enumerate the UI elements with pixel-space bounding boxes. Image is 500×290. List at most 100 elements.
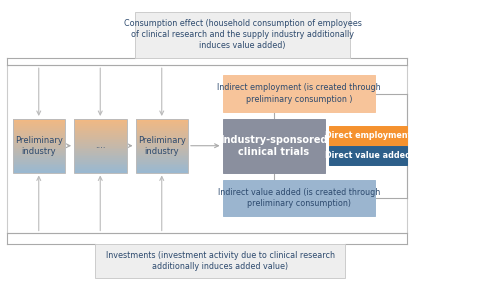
Bar (136, 146, 188, 148)
Bar (74, 130, 126, 131)
Bar (74, 122, 126, 124)
Bar (136, 148, 188, 149)
FancyBboxPatch shape (95, 244, 345, 278)
Bar (74, 144, 126, 146)
FancyBboxPatch shape (222, 75, 375, 112)
Bar (74, 164, 126, 165)
Bar (136, 151, 188, 153)
Bar (74, 156, 126, 158)
Bar (12, 135, 65, 137)
Bar (12, 153, 65, 155)
Bar (12, 171, 65, 173)
Bar (136, 122, 188, 124)
Text: Indirect value added (is created through
preliminary consumption): Indirect value added (is created through… (218, 188, 380, 208)
Bar (74, 162, 126, 164)
Bar (12, 130, 65, 131)
Bar (12, 122, 65, 124)
Bar (74, 137, 126, 139)
Bar (136, 121, 188, 122)
Text: Industry-sponsored
clinical trials: Industry-sponsored clinical trials (220, 135, 328, 157)
Bar (136, 128, 188, 130)
Bar (136, 169, 188, 171)
Bar (12, 133, 65, 135)
Bar (74, 149, 126, 151)
Bar (74, 135, 126, 137)
Bar (74, 153, 126, 155)
Bar (12, 142, 65, 144)
Bar (136, 124, 188, 126)
Bar (136, 126, 188, 128)
Text: Preliminary
industry: Preliminary industry (138, 136, 186, 156)
Bar (74, 142, 126, 144)
Bar (12, 119, 65, 121)
Bar (74, 146, 126, 148)
Bar (74, 167, 126, 169)
Text: Direct value added: Direct value added (325, 151, 410, 160)
Bar (12, 124, 65, 126)
Bar (136, 142, 188, 144)
Bar (136, 119, 188, 121)
Bar (136, 158, 188, 160)
Bar (136, 130, 188, 131)
Bar (12, 128, 65, 130)
Bar (136, 137, 188, 139)
Bar (74, 148, 126, 149)
Bar (136, 131, 188, 133)
Bar (74, 124, 126, 126)
Bar (136, 135, 188, 137)
Bar (12, 139, 65, 140)
Bar (74, 158, 126, 160)
Bar (136, 140, 188, 142)
Bar (12, 164, 65, 165)
Bar (12, 162, 65, 164)
Bar (136, 156, 188, 158)
Bar (74, 169, 126, 171)
Bar (12, 169, 65, 171)
Bar (12, 149, 65, 151)
FancyBboxPatch shape (135, 12, 350, 58)
Bar (74, 151, 126, 153)
Bar (74, 133, 126, 135)
Bar (12, 156, 65, 158)
Bar (74, 171, 126, 173)
Bar (12, 160, 65, 162)
Bar (12, 131, 65, 133)
Bar (74, 131, 126, 133)
Text: Preliminary
industry: Preliminary industry (15, 136, 62, 156)
Bar (136, 165, 188, 167)
Bar (12, 140, 65, 142)
Bar (136, 167, 188, 169)
Bar (136, 153, 188, 155)
Bar (74, 139, 126, 140)
Bar (74, 155, 126, 156)
Bar (136, 171, 188, 173)
Bar (136, 155, 188, 156)
Bar (12, 121, 65, 122)
Text: ....: .... (95, 141, 106, 150)
FancyBboxPatch shape (222, 119, 325, 173)
Bar (12, 158, 65, 160)
Bar (136, 139, 188, 140)
FancyBboxPatch shape (329, 126, 406, 145)
Bar (74, 140, 126, 142)
Bar (74, 121, 126, 122)
Bar (12, 155, 65, 156)
Bar (74, 128, 126, 130)
Bar (136, 149, 188, 151)
Bar (12, 165, 65, 167)
FancyBboxPatch shape (329, 146, 406, 165)
Bar (136, 144, 188, 146)
Bar (74, 165, 126, 167)
Bar (136, 160, 188, 162)
Bar (12, 146, 65, 148)
Bar (74, 119, 126, 121)
Bar (12, 148, 65, 149)
Bar (12, 151, 65, 153)
Bar (136, 164, 188, 165)
Text: Investments (investment activity due to clinical research
additionally induces a: Investments (investment activity due to … (106, 251, 334, 271)
Text: Indirect employment (is created through
preliminary consumption ): Indirect employment (is created through … (217, 84, 380, 104)
Bar (12, 144, 65, 146)
Bar (74, 126, 126, 128)
Bar (12, 137, 65, 139)
Bar (136, 133, 188, 135)
